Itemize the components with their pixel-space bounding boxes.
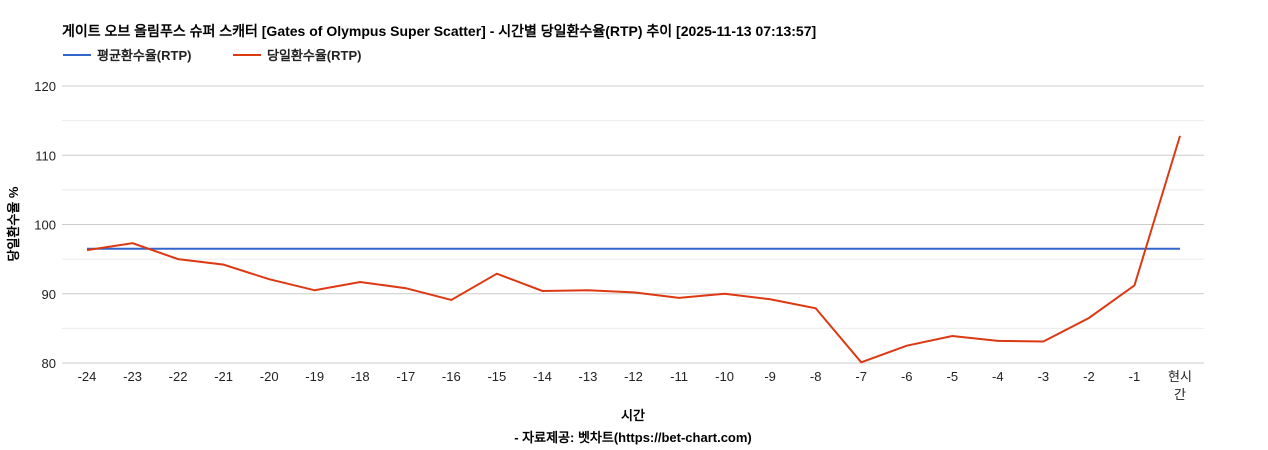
x-tick-label: -7: [855, 369, 867, 384]
x-tick-label: -13: [579, 369, 598, 384]
x-tick-label: -9: [764, 369, 776, 384]
x-axis-title: 시간: [621, 408, 645, 423]
x-tick-label: -16: [442, 369, 461, 384]
x-tick-label: -11: [670, 369, 688, 384]
x-tick-label: -4: [992, 369, 1004, 384]
x-tick-label: -14: [533, 369, 552, 384]
x-tick-label: -10: [715, 369, 734, 384]
y-tick-label: 90: [42, 287, 56, 302]
y-axis-title: 당일환수율 %: [6, 186, 21, 261]
y-tick-label: 100: [34, 218, 56, 233]
x-tick-label: -3: [1038, 369, 1050, 384]
x-tick-label: -20: [260, 369, 279, 384]
x-tick-label: -21: [214, 369, 233, 384]
x-tick-label: 현시 간: [1168, 369, 1192, 402]
x-tick-label: -15: [487, 369, 506, 384]
x-tick-label: -6: [901, 369, 913, 384]
x-tick-label: -24: [78, 369, 97, 384]
x-tick-label: -23: [123, 369, 142, 384]
legend-label: 당일환수율(RTP): [267, 48, 361, 63]
y-tick-label: 110: [35, 148, 56, 163]
y-tick-label: 80: [42, 356, 56, 371]
y-tick-label: 120: [34, 79, 56, 94]
x-tick-label: -1: [1129, 369, 1141, 384]
x-tick-label: -18: [351, 369, 370, 384]
x-tick-label: -17: [396, 369, 415, 384]
source-credit: - 자료제공: 벳차트(https://bet-chart.com): [514, 430, 752, 445]
series-line-1: [86, 135, 1181, 364]
x-tick-label: -12: [624, 369, 643, 384]
chart-title: 게이트 오브 올림푸스 슈퍼 스캐터 [Gates of Olympus Sup…: [62, 23, 816, 39]
x-tick-label: -2: [1083, 369, 1095, 384]
x-tick-label: -22: [169, 369, 188, 384]
x-tick-label: -19: [305, 369, 324, 384]
x-tick-label: -8: [810, 369, 822, 384]
x-tick-label: -5: [947, 369, 959, 384]
legend-label: 평균환수율(RTP): [97, 48, 191, 63]
